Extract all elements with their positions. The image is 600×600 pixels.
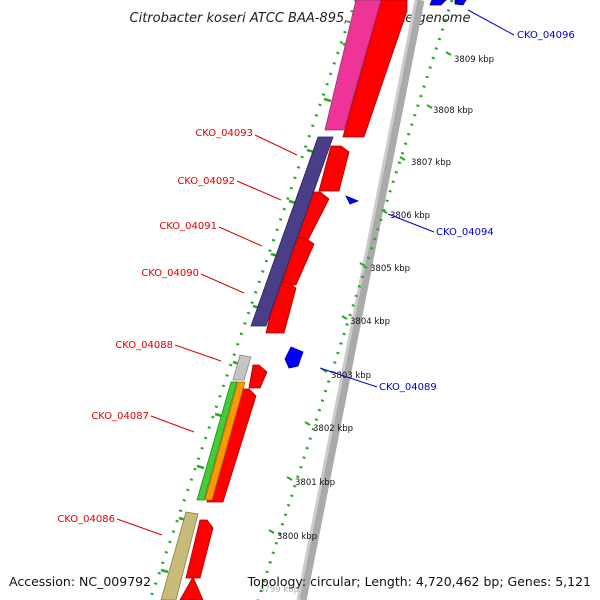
- backbone-highlight: [296, 0, 418, 600]
- cds-feature[interactable]: [179, 576, 204, 600]
- major-tick: [268, 529, 275, 534]
- gene-label[interactable]: CKO_04086: [57, 514, 115, 525]
- major-tick: [426, 104, 433, 109]
- right-leader-lines: [319, 9, 515, 388]
- gene-band-orange[interactable]: [204, 381, 246, 501]
- kbp-label: 3803 kbp: [331, 371, 371, 381]
- reverse-cds-track: [284, 0, 467, 369]
- gene-band-olive[interactable]: [160, 511, 199, 600]
- major-tick: [196, 464, 205, 470]
- leader-line: [200, 273, 245, 294]
- leader-line: [387, 213, 435, 233]
- gene-label[interactable]: CKO_04091: [159, 221, 217, 232]
- gene-label[interactable]: CKO_04087: [91, 411, 149, 422]
- inner-tick-track: [148, 0, 358, 600]
- gene-label[interactable]: CKO_04096: [517, 30, 575, 41]
- cds-feature[interactable]: [342, 0, 408, 138]
- gene-label[interactable]: CKO_04090: [141, 268, 199, 279]
- gene-label[interactable]: CKO_04093: [195, 128, 253, 139]
- leader-line: [116, 518, 163, 536]
- major-tick: [445, 51, 452, 56]
- kbp-label: 3804 kbp: [350, 317, 390, 327]
- gene-label[interactable]: CKO_04092: [177, 176, 235, 187]
- gene-band-gray[interactable]: [232, 354, 252, 381]
- forward-cds-track: [179, 0, 408, 600]
- accession-text: Accession: NC_009792: [9, 574, 151, 589]
- kbp-label: 3800 kbp: [277, 532, 317, 542]
- major-tick: [286, 476, 293, 481]
- kbp-label: 3802 kbp: [313, 424, 353, 434]
- leader-line: [319, 367, 378, 388]
- gene-band-green[interactable]: [196, 381, 238, 501]
- major-tick: [304, 421, 311, 426]
- kbp-label: 3807 kbp: [411, 158, 451, 168]
- leader-line: [150, 415, 195, 433]
- outer-major-ticks: [268, 51, 452, 534]
- gene-label[interactable]: CKO_04094: [436, 227, 494, 238]
- cds-feature[interactable]: [248, 364, 268, 389]
- backbone-track: [297, 0, 425, 600]
- major-tick: [341, 315, 348, 320]
- kbp-label: 3806 kbp: [390, 211, 430, 221]
- gene-label[interactable]: CKO_04089: [379, 382, 437, 393]
- major-tick: [160, 568, 169, 574]
- major-tick: [321, 368, 328, 373]
- right-gene-labels: CKO_04096 CKO_04094 CKO_04089: [379, 30, 575, 393]
- kbp-label: 3799 kbp: [259, 585, 299, 595]
- major-tick: [399, 156, 406, 161]
- cds-feature-reverse[interactable]: [429, 0, 447, 6]
- genome-summary-text: Topology: circular; Length: 4,720,462 bp…: [247, 574, 591, 589]
- leader-line: [467, 9, 515, 36]
- major-tick: [381, 209, 388, 214]
- kbp-label: 3809 kbp: [454, 55, 494, 65]
- cds-feature-reverse[interactable]: [284, 346, 304, 369]
- major-tick: [323, 97, 332, 103]
- gene-band-pink[interactable]: [324, 0, 382, 131]
- major-tick: [214, 412, 223, 418]
- cds-feature-reverse[interactable]: [345, 195, 360, 205]
- gene-band-purple[interactable]: [250, 136, 334, 327]
- leader-line: [174, 344, 222, 362]
- kbp-label: 3801 kbp: [295, 478, 335, 488]
- leader-line: [236, 180, 282, 201]
- left-gene-labels: CKO_04093 CKO_04092 CKO_04091 CKO_04090 …: [57, 128, 253, 525]
- major-tick: [359, 262, 366, 267]
- kbp-labels: 3809 kbp 3808 kbp 3807 kbp 3806 kbp 3805…: [259, 55, 494, 595]
- kbp-label: 3805 kbp: [370, 264, 410, 274]
- gene-label[interactable]: CKO_04088: [115, 340, 173, 351]
- cds-feature[interactable]: [318, 145, 350, 192]
- gene-band-track: [160, 0, 382, 600]
- leader-line: [218, 226, 263, 247]
- cds-feature-reverse[interactable]: [454, 0, 467, 6]
- kbp-label: 3808 kbp: [433, 106, 473, 116]
- leader-line: [254, 134, 298, 156]
- left-leader-lines: [116, 134, 298, 536]
